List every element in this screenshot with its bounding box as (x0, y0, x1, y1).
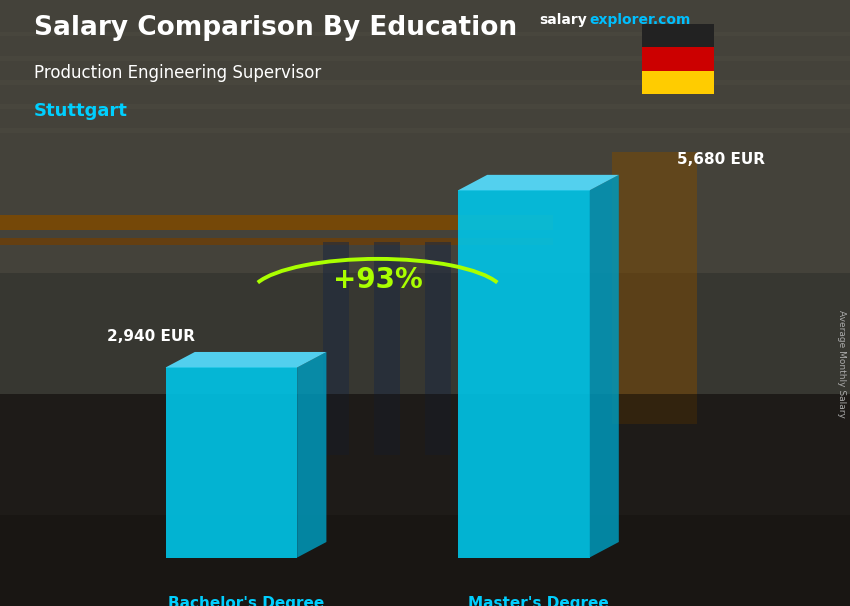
Text: salary: salary (540, 13, 587, 27)
Bar (0, 128, 850, 133)
Bar (0, 394, 850, 606)
Polygon shape (590, 175, 619, 558)
Bar (0, 273, 850, 394)
Bar (612, 152, 697, 424)
Text: Stuttgart: Stuttgart (34, 102, 127, 120)
Text: Master's Degree: Master's Degree (468, 596, 609, 606)
Polygon shape (166, 352, 326, 367)
Bar (0, 104, 850, 109)
Polygon shape (458, 190, 590, 558)
Bar (0, 238, 552, 245)
Text: Average Monthly Salary: Average Monthly Salary (836, 310, 846, 418)
Polygon shape (298, 352, 326, 558)
Text: 5,680 EUR: 5,680 EUR (677, 152, 765, 167)
Text: explorer.com: explorer.com (589, 13, 690, 27)
Bar (0, 515, 850, 606)
Bar (642, 24, 714, 47)
Bar (642, 71, 714, 94)
Text: Production Engineering Supervisor: Production Engineering Supervisor (34, 64, 321, 82)
Bar (642, 47, 714, 71)
Polygon shape (166, 367, 298, 558)
Text: 2,940 EUR: 2,940 EUR (107, 329, 195, 344)
Bar (0, 56, 850, 61)
Text: Bachelor's Degree: Bachelor's Degree (167, 596, 324, 606)
Bar (0, 394, 850, 515)
Bar (0, 80, 850, 85)
Bar (323, 242, 348, 454)
Bar (0, 215, 552, 230)
Bar (0, 32, 850, 36)
Bar (374, 242, 400, 454)
Text: Salary Comparison By Education: Salary Comparison By Education (34, 15, 517, 41)
Text: +93%: +93% (332, 266, 422, 295)
Bar (0, 0, 850, 273)
Bar (425, 242, 450, 454)
Polygon shape (458, 175, 619, 190)
